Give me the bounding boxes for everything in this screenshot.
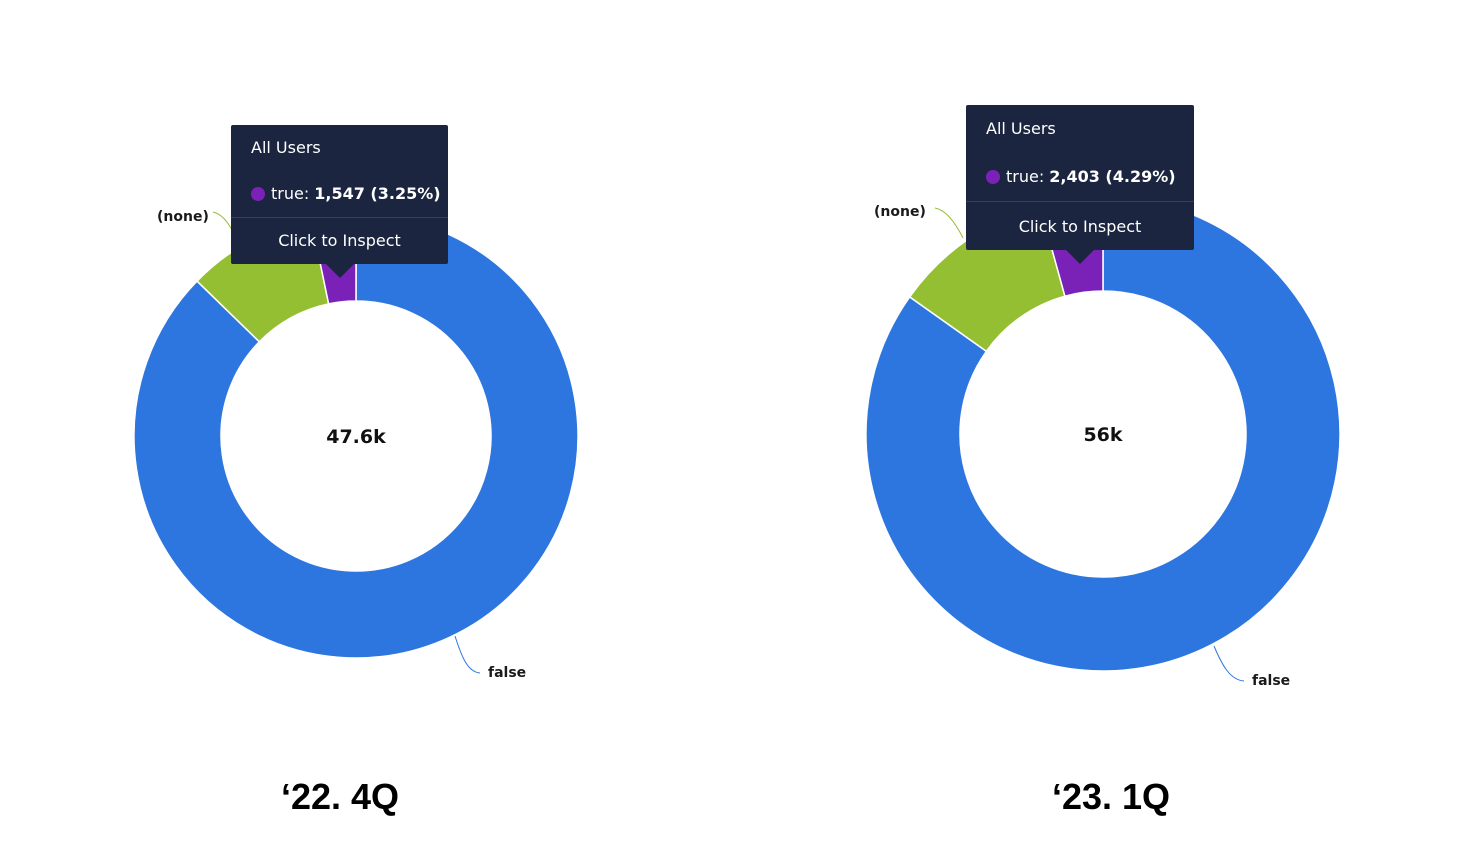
center-total-label: 56k bbox=[1083, 424, 1122, 446]
click-to-inspect-button[interactable]: Click to Inspect bbox=[1018, 217, 1142, 236]
tooltip-series-value: 1,547 (3.25%) bbox=[314, 184, 441, 203]
tooltip-series-row: true: 1,547 (3.25%) bbox=[251, 184, 441, 203]
tooltip-divider bbox=[966, 201, 1194, 202]
tooltip-q1-2023: All Users true: 2,403 (4.29%) Click to I… bbox=[966, 105, 1194, 264]
tooltip-title: All Users bbox=[986, 119, 1056, 138]
period-label: ‘23. 1Q bbox=[1052, 776, 1170, 817]
click-to-inspect-button[interactable]: Click to Inspect bbox=[278, 231, 401, 250]
tooltip-pointer bbox=[1066, 250, 1094, 264]
slice-label-false: false bbox=[488, 665, 526, 681]
slice-false[interactable] bbox=[133, 213, 579, 659]
tooltip-series-name: true: bbox=[271, 184, 310, 203]
tooltip-title: All Users bbox=[251, 138, 321, 157]
slice-label-none: (none) bbox=[157, 209, 209, 225]
tooltip-pointer bbox=[326, 264, 354, 278]
donut-chart-q4-2022: false (none) 47.6k ‘22. 4Q bbox=[133, 209, 579, 817]
tooltip-divider bbox=[231, 217, 448, 218]
donut-chart-q1-2023: false (none) 56k ‘23. 1Q bbox=[865, 196, 1341, 817]
period-label: ‘22. 4Q bbox=[281, 776, 399, 817]
leader-line-false bbox=[454, 635, 481, 674]
series-dot-icon bbox=[986, 169, 1000, 184]
leader-line-false bbox=[1213, 645, 1245, 682]
series-dot-icon bbox=[251, 186, 265, 201]
leader-line-none bbox=[212, 211, 234, 233]
tooltip-series-value: 2,403 (4.29%) bbox=[1049, 167, 1176, 186]
slice-label-none: (none) bbox=[874, 204, 926, 220]
leader-line-none bbox=[934, 207, 964, 239]
tooltip-series-name: true: bbox=[1006, 167, 1045, 186]
tooltip-series-row: true: 2,403 (4.29%) bbox=[986, 167, 1176, 186]
slice-label-false: false bbox=[1252, 673, 1290, 689]
center-total-label: 47.6k bbox=[326, 426, 386, 448]
tooltip-q4-2022: All Users true: 1,547 (3.25%) Click to I… bbox=[231, 125, 448, 278]
slice-false[interactable] bbox=[865, 196, 1341, 672]
